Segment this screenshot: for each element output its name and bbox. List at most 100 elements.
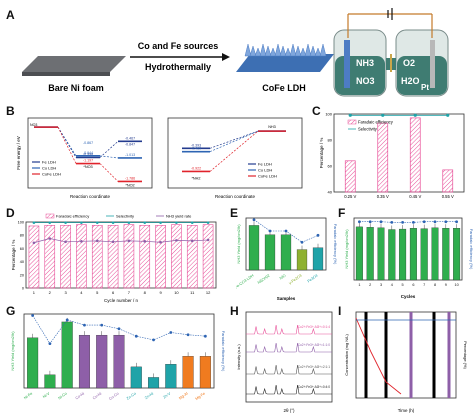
c-legend-label: Faradaic efficiency [358, 120, 394, 125]
e-tick-label: Ni(OH)2 [257, 274, 271, 285]
g-tick-label: Mg-Fe [195, 392, 206, 402]
c-tick-label: 0.45 V [409, 194, 421, 199]
e-y-label: NH3 Yield (mg/cm2/h) [236, 224, 241, 264]
g-point-faradaic [31, 314, 35, 317]
g-point-faradaic [203, 334, 207, 338]
f-tick-label: 4 [391, 283, 393, 287]
ldh-nanosheet [279, 45, 287, 57]
c-bar-faradaic [377, 122, 389, 193]
i-marker-band [447, 312, 451, 398]
h-axes-frame [245, 311, 333, 403]
d-legend-swatch [45, 213, 55, 219]
d-bar-faradaic [76, 224, 87, 289]
b-left-extra-label: -0.847 [125, 142, 135, 146]
f-bar-yield [431, 227, 439, 281]
c-legend-label: Selectivity [358, 127, 378, 132]
e-bar-yield [312, 247, 324, 271]
b-left-value-label: -0.467 [125, 136, 135, 140]
b-left-point-label: *NO3 [83, 165, 92, 169]
i-marker-band [364, 312, 368, 398]
h-legend-label: Co2+:Fe3+:Al3+=0:1:4 [298, 325, 330, 329]
b-right-value-label: -0.922 [191, 166, 201, 170]
b-left-y-label: Free energy / eV [16, 136, 21, 170]
f-bar-yield [388, 229, 396, 281]
e-tick-label: NiFe-CO3 LDH [236, 273, 255, 291]
h-xrd-trace [246, 324, 332, 335]
ldh-nanosheet [304, 43, 312, 57]
c-y-tick: 100 [325, 112, 332, 117]
b-left-point-label: *NO2 [125, 183, 134, 187]
g-tick-label: Ni-Co [57, 392, 67, 401]
e-x-label: Samples [277, 296, 296, 301]
f-tick-label: 9 [445, 283, 447, 287]
g-bar-yield [182, 356, 194, 389]
i-y-label: Concentration (mg N/L) [344, 334, 349, 376]
cofe-ldh-nanosheets [244, 43, 327, 57]
ldh-nanosheet [314, 47, 322, 57]
f-tick-label: 1 [358, 283, 360, 287]
h-xrd-trace [246, 384, 332, 395]
ldh-nanosheet [264, 45, 272, 57]
ldh-nanosheet [309, 45, 317, 57]
f-axes-frame [353, 217, 463, 281]
g-bar-yield [61, 321, 73, 389]
d-line-yield [33, 238, 209, 244]
d-y-tick: 100 [18, 221, 24, 225]
c-y-label: Percentage / % [319, 138, 324, 169]
f-tick-label: 7 [423, 283, 425, 287]
f-bar-yield [442, 228, 450, 281]
d-tick-label: 5 [96, 290, 99, 295]
f-line-faradaic [359, 221, 457, 223]
h-y-label: Intensity (a.u.) [236, 344, 241, 370]
f-tick-label: 6 [412, 283, 414, 287]
b-left-value-label: -1.786 [125, 176, 135, 180]
chart-b-left: -0.998 -0.467 -0.944 -1.013 -1.197 -1.786 NO3 *… [16, 117, 153, 199]
i-axes-frame [355, 311, 457, 399]
panel-a-schematic: Bare Ni foam Co and Fe sources Hydrother… [22, 8, 449, 97]
d-tick-label: 6 [112, 290, 115, 295]
f-x-label: Cycles [401, 294, 416, 299]
b-right-start-label: *NH2 [191, 176, 200, 180]
e-bar-yield [264, 234, 276, 271]
panel-letter-h: H [230, 304, 239, 318]
no3-label: NO3 [356, 76, 375, 86]
c-y-tick: 40 [328, 190, 333, 195]
g-tick-label: Cu-Co [108, 392, 119, 402]
e-tick-label: NiO [279, 274, 287, 281]
arrow-bottom-label: Hydrothermally [145, 62, 211, 72]
nh3-label: NH3 [356, 58, 374, 68]
bare-ni-foam-slab [22, 56, 126, 72]
anode-electrode [430, 40, 435, 88]
pt-label: Pt [421, 83, 429, 92]
ldh-nanosheet [269, 47, 277, 57]
f-y2-label: Faradaic efficiency (%) [469, 229, 474, 270]
panel-letter-e: E [230, 206, 239, 220]
ldh-nanosheet [249, 45, 257, 57]
h-legend-label: Co2+:Fe3+:Al3+=0:4:0 [298, 385, 330, 389]
d-y-tick: 20 [20, 273, 24, 277]
d-tick-label: 4 [80, 290, 83, 295]
cofe-ldh-slab [236, 54, 334, 72]
f-point-faradaic [379, 220, 383, 224]
f-point-faradaic [390, 220, 394, 224]
d-y-tick: 80 [20, 234, 24, 238]
g-y2-label: Faradaic efficiency (%) [221, 331, 226, 372]
d-bar-faradaic [123, 224, 135, 289]
b-left-legend-label: Fe LDH [42, 160, 56, 165]
ldh-nanosheet [319, 43, 327, 57]
i-marker-band [409, 312, 413, 398]
d-bar-faradaic [44, 225, 56, 289]
i-y2-label: Percentage (%) [463, 341, 468, 369]
f-bar-yield [453, 228, 461, 281]
c-legend-swatch [347, 119, 357, 125]
g-bar-yield [130, 366, 142, 389]
b-left-value-label: -0.944 [83, 151, 93, 155]
b-right-value-label: -0.469 [191, 147, 201, 151]
d-bar-faradaic [139, 225, 151, 289]
g-point-faradaic [152, 338, 155, 342]
g-line-faradaic [32, 315, 206, 345]
d-tick-label: 3 [64, 290, 67, 295]
f-point-faradaic [358, 220, 361, 224]
d-axes-frame [25, 221, 217, 289]
b-left-value-label: -1.013 [125, 153, 135, 157]
